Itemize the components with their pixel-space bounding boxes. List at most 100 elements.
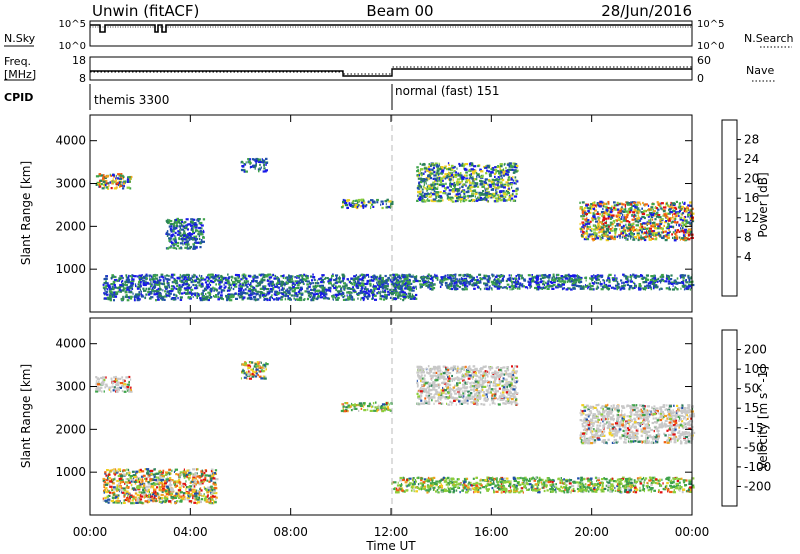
data-cell-1-0-34	[96, 386, 100, 389]
data-cell-0-1-1620	[227, 295, 230, 299]
data-cell-0-1-1307	[326, 297, 329, 300]
data-cell-0-1-1531	[324, 296, 327, 299]
data-cell-0-6-399	[434, 162, 438, 165]
data-cell-0-6-756	[464, 163, 468, 166]
data-cell-0-1-592	[281, 292, 285, 295]
data-cell-0-7-282	[656, 227, 660, 230]
data-cell-0-2-67	[189, 220, 192, 223]
data-cell-0-6-529	[447, 195, 449, 198]
data-cell-0-5-462	[510, 280, 512, 283]
data-cell-0-3-20	[265, 169, 268, 172]
data-cell-0-5-173	[516, 287, 519, 290]
data-cell-0-1-893	[297, 290, 301, 293]
data-cell-0-1-1249	[251, 286, 254, 289]
data-cell-0-6-785	[475, 199, 479, 202]
beam-title: Beam 00	[366, 2, 433, 20]
data-cell-0-5-223	[668, 288, 671, 291]
data-cell-0-5-772	[491, 282, 495, 285]
data-cell-0-7-261	[629, 233, 634, 236]
data-cell-0-7-72	[617, 211, 621, 214]
data-cell-0-7-756	[593, 209, 597, 212]
data-cell-0-1-201	[157, 298, 160, 301]
data-cell-0-6-464	[514, 163, 518, 166]
data-cell-0-7-513	[648, 232, 652, 235]
data-cell-0-1-806	[214, 295, 218, 298]
data-cell-0-5-866	[540, 274, 544, 277]
data-cell-0-1-466	[401, 280, 405, 283]
data-cell-0-1-1378	[395, 294, 397, 297]
data-cell-0-1-1289	[252, 275, 255, 278]
data-cell-0-1-1240	[126, 299, 130, 302]
data-cell-0-7-849	[625, 210, 629, 213]
data-cell-0-1-1000	[384, 274, 387, 278]
data-cell-1-0-30	[126, 388, 129, 391]
data-cell-0-7-680	[664, 239, 668, 242]
data-cell-0-6-594	[420, 199, 424, 202]
data-cell-0-1-46	[410, 282, 413, 285]
data-cell-0-2-72	[193, 241, 197, 244]
data-cell-0-5-270	[571, 283, 574, 286]
data-cell-0-1-1528	[200, 275, 203, 278]
data-cell-0-6-606	[420, 178, 424, 181]
data-cell-0-5-414	[670, 282, 674, 285]
data-cell-0-5-925	[421, 276, 424, 279]
data-cell-0-1-12	[284, 298, 287, 301]
data-cell-0-1-1035	[241, 284, 245, 287]
data-cell-0-2-225	[183, 230, 186, 233]
data-cell-0-7-347	[594, 217, 597, 220]
data-cell-0-1-853	[280, 282, 285, 285]
data-cell-0-6-239	[499, 167, 501, 170]
data-cell-0-1-1212	[160, 275, 164, 278]
data-cell-1-0-93	[123, 390, 127, 393]
data-cell-0-5-437	[654, 277, 657, 280]
data-cell-0-4-63	[360, 198, 365, 201]
data-cell-0-7-463	[654, 223, 657, 226]
data-cell-0-7-612	[662, 235, 666, 238]
data-cell-0-1-1504	[408, 289, 412, 292]
data-cell-0-6-236	[453, 175, 458, 178]
data-cell-0-5-410	[483, 282, 486, 285]
data-cell-0-1-1391	[382, 298, 386, 301]
data-cell-0-6-346	[509, 163, 512, 166]
data-cell-0-5-839	[626, 283, 630, 286]
data-cell-0-5-234	[410, 275, 414, 278]
data-cell-0-3-57	[263, 167, 266, 170]
data-cell-0-1-756	[358, 278, 361, 281]
data-cell-1-0-4	[95, 383, 97, 386]
data-cell-0-7-330	[586, 217, 588, 220]
data-cell-0-6-793	[435, 179, 437, 182]
data-cell-0-1-272	[391, 291, 395, 294]
data-cell-0-7-506	[641, 226, 644, 229]
data-cell-0-2-47	[173, 223, 176, 226]
data-cell-0-7-468	[598, 231, 600, 234]
data-cell-0-6-739	[454, 189, 457, 192]
data-cell-0-5-544	[643, 281, 648, 284]
data-cell-0-6-10	[433, 183, 436, 186]
data-cell-0-1-1657	[361, 273, 364, 276]
data-cell-0-1-779	[351, 283, 354, 286]
data-cell-0-6-47	[507, 185, 510, 188]
data-cell-0-7-660	[589, 229, 591, 232]
data-cell-0-5-766	[567, 280, 569, 283]
data-cell-0-1-631	[188, 278, 192, 281]
data-cell-0-1-1346	[328, 286, 332, 289]
data-cell-0-7-146	[679, 218, 682, 221]
data-cell-0-5-376	[544, 281, 547, 284]
data-cell-0-7-486	[675, 231, 678, 234]
data-cell-0-1-1273	[214, 288, 218, 291]
data-cell-0-7-644	[610, 237, 615, 240]
data-cell-0-1-1555	[213, 295, 215, 298]
data-cell-0-5-525	[608, 273, 612, 276]
data-cell-0-7-763	[584, 232, 589, 235]
data-cell-0-2-125	[173, 221, 177, 224]
data-cell-0-1-1486	[304, 274, 308, 278]
data-cell-0-1-1187	[360, 298, 362, 301]
data-cell-0-1-1113	[120, 298, 124, 301]
data-cell-0-1-976	[330, 277, 333, 280]
data-cell-0-1-746	[151, 289, 155, 292]
data-cell-0-2-111	[197, 233, 200, 236]
data-cell-0-1-244	[335, 298, 339, 301]
data-cell-0-5-704	[680, 287, 682, 290]
data-cell-0-1-1590	[145, 293, 148, 296]
data-cell-0-5-888	[518, 285, 521, 289]
